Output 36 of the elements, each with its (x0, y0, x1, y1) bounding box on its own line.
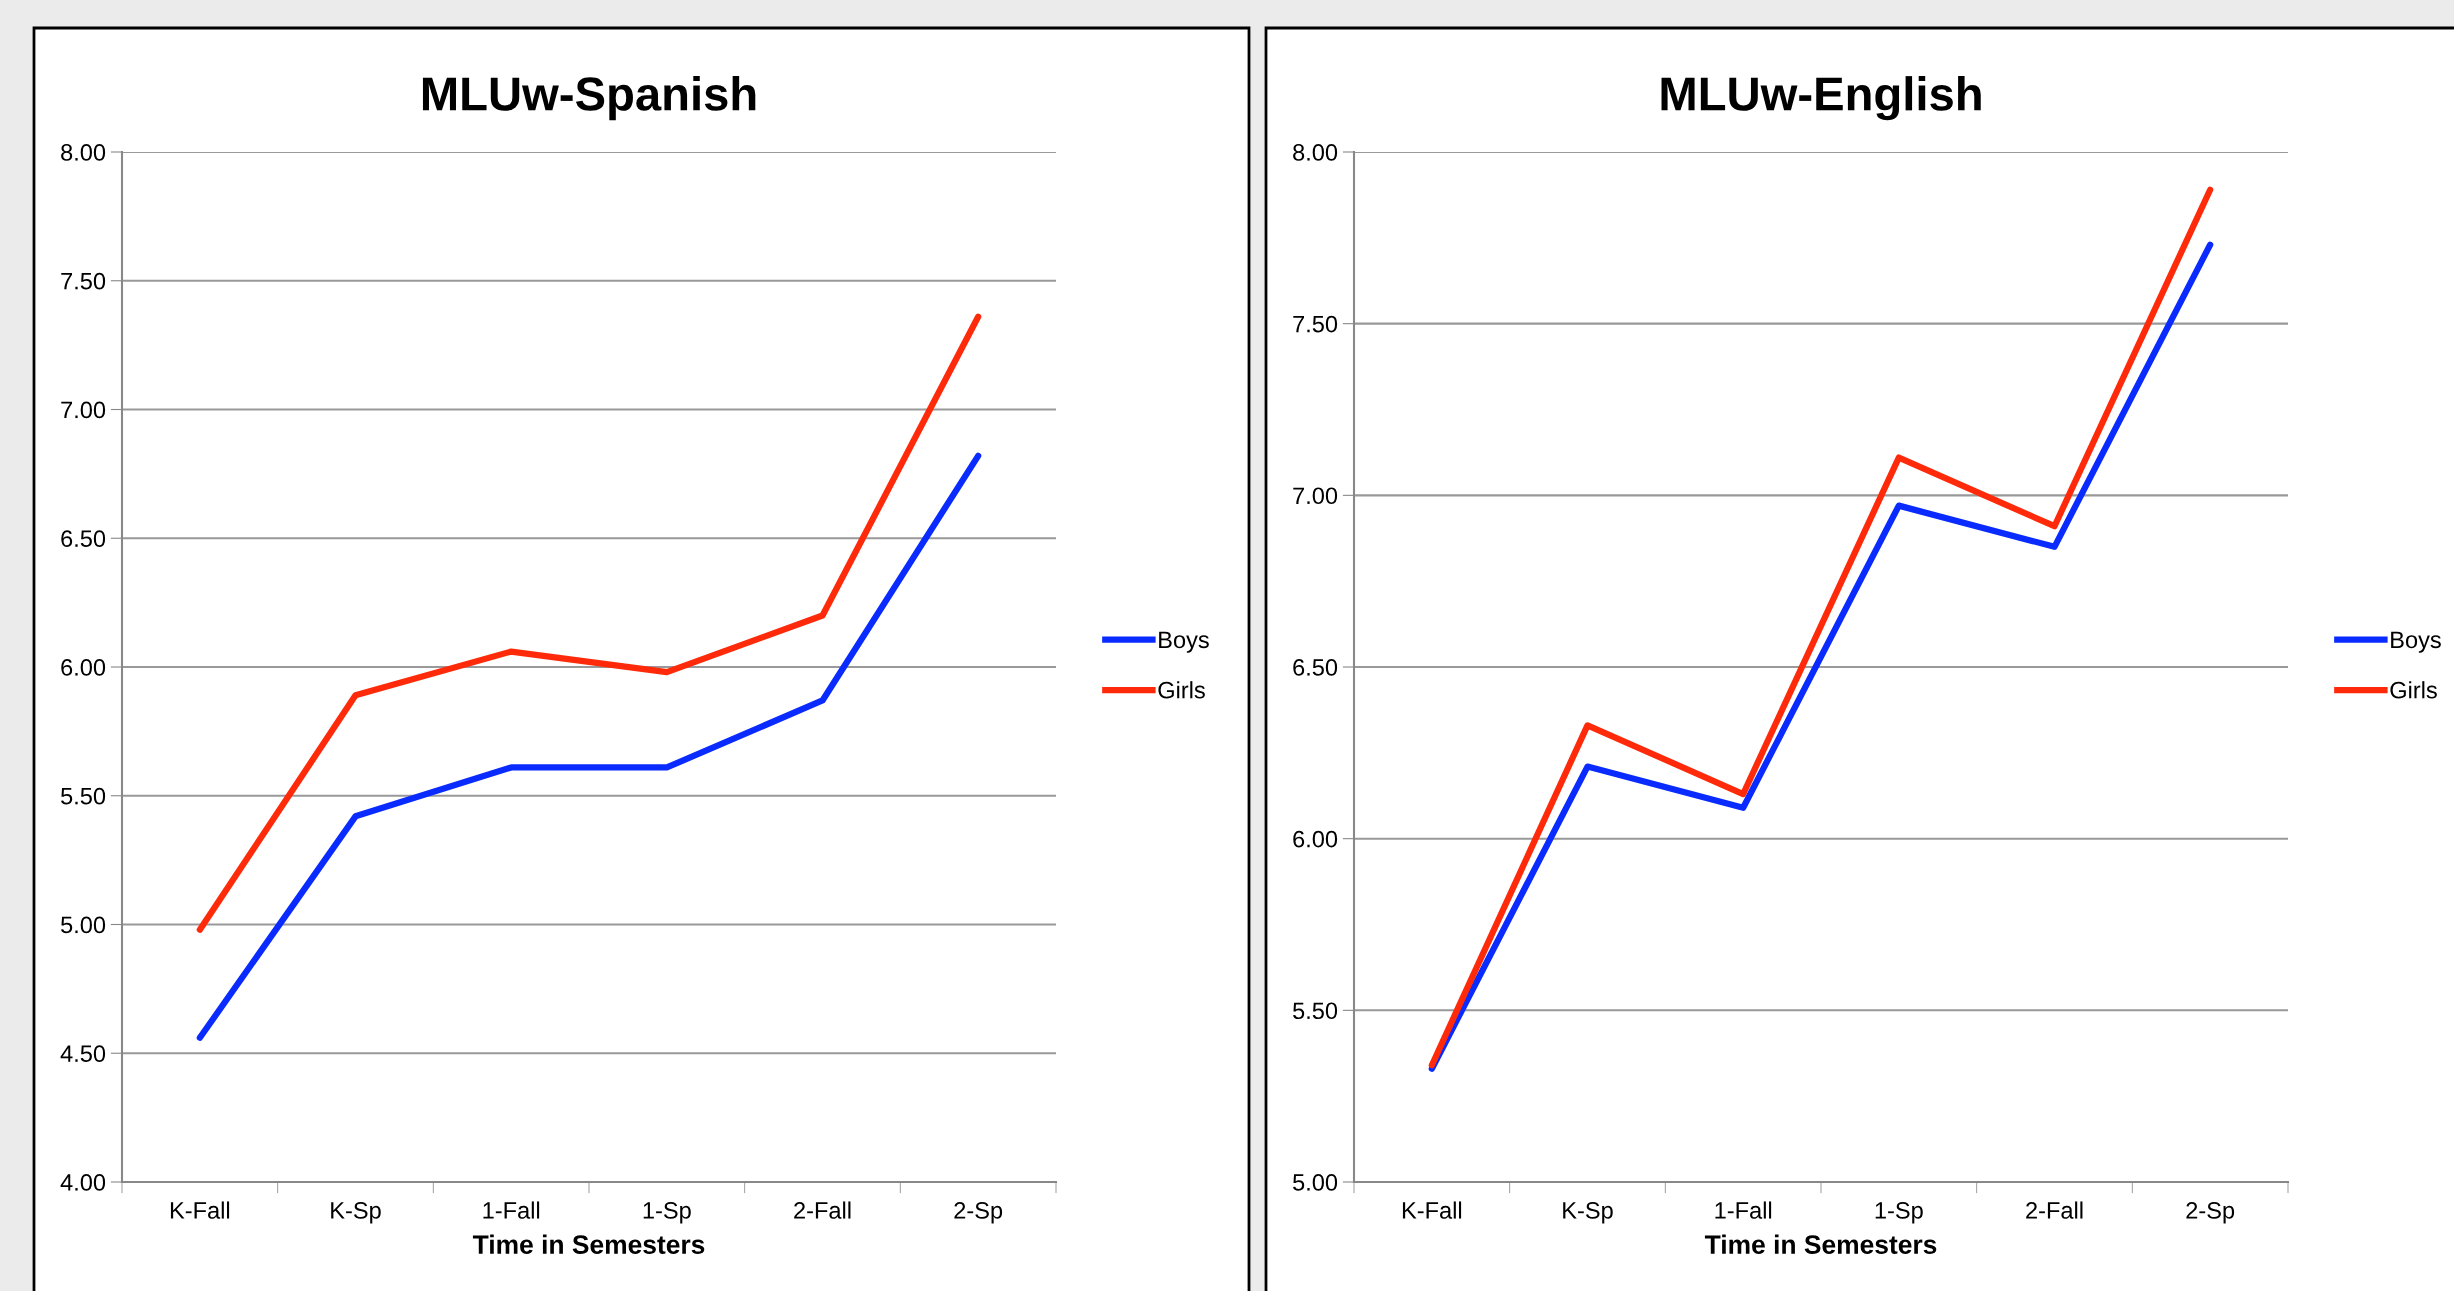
x-tick-label: K-Fall (170, 1201, 230, 1219)
legend-label: Boys (1159, 631, 1209, 653)
x-tick-label: 2-Fall (794, 1201, 851, 1219)
y-tick-label: 5.50 (61, 787, 106, 805)
x-tick-label: 1-Fall (1715, 1201, 1772, 1219)
y-tick-label: 6.50 (61, 530, 106, 548)
x-tick-label: 1-Fall (483, 1201, 540, 1219)
y-tick-label: 6.00 (61, 659, 106, 676)
x-axis-title: Time in Semesters (472, 1234, 705, 1254)
x-tick-label: 1-Sp (643, 1202, 691, 1224)
y-tick-label: 5.00 (1293, 1174, 1338, 1191)
chart-title: MLUw-Spanish (422, 76, 756, 121)
legend-label: Boys (2391, 631, 2441, 653)
y-tick-label: 4.00 (60, 1174, 106, 1191)
y-tick-label: 6.50 (1293, 659, 1338, 676)
chart-title: MLUw-English (1661, 76, 1981, 121)
legend-label: Girls (2390, 681, 2437, 699)
legend-label: Girls (1158, 681, 1205, 699)
x-tick-label: K-Sp (1563, 1202, 1613, 1224)
x-axis-title: Time in Semesters (1704, 1234, 1937, 1254)
y-tick-label: 7.00 (61, 401, 106, 419)
y-tick-label: 8.00 (1293, 144, 1338, 161)
y-tick-label: 6.00 (1293, 830, 1338, 848)
y-tick-label: 7.50 (61, 272, 106, 290)
x-tick-label: K-Sp (331, 1202, 381, 1224)
y-tick-label: 8.00 (61, 144, 106, 161)
y-tick-label: 5.00 (61, 916, 106, 934)
x-tick-label: 2-Fall (2026, 1201, 2083, 1219)
x-tick-label: 2-Sp (954, 1202, 1003, 1224)
y-tick-label: 5.50 (1293, 1002, 1338, 1020)
y-tick-label: 7.00 (1293, 487, 1338, 505)
y-tick-label: 7.50 (1293, 315, 1338, 333)
y-tick-label: 4.50 (60, 1045, 106, 1063)
x-tick-label: 2-Sp (2186, 1202, 2235, 1224)
x-tick-label: 1-Sp (1875, 1202, 1923, 1224)
x-tick-label: K-Fall (1402, 1201, 1462, 1219)
